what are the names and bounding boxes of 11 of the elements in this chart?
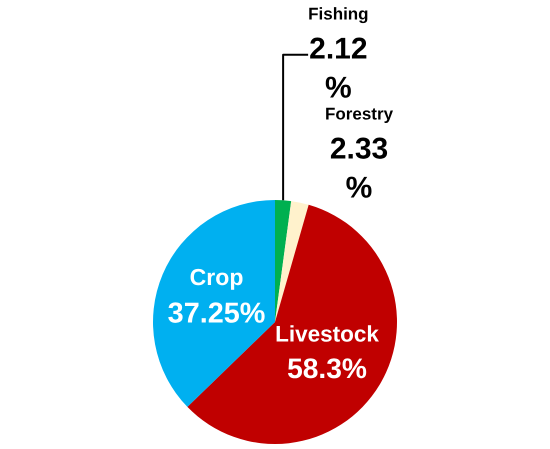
slice-label: Forestry: [325, 104, 394, 124]
data-label: 2.33%: [330, 132, 388, 205]
slice-label: Crop: [190, 264, 244, 290]
data-label: 37.25%: [168, 298, 266, 330]
data-label: 2.12%: [309, 32, 368, 105]
pie-slice: [153, 200, 275, 407]
slice-label: Livestock: [275, 322, 380, 347]
data-label: 58.3%: [287, 353, 367, 384]
pie-slice: [275, 201, 309, 322]
slice-label: Fishing: [308, 4, 369, 24]
pie-slice: [275, 200, 292, 322]
